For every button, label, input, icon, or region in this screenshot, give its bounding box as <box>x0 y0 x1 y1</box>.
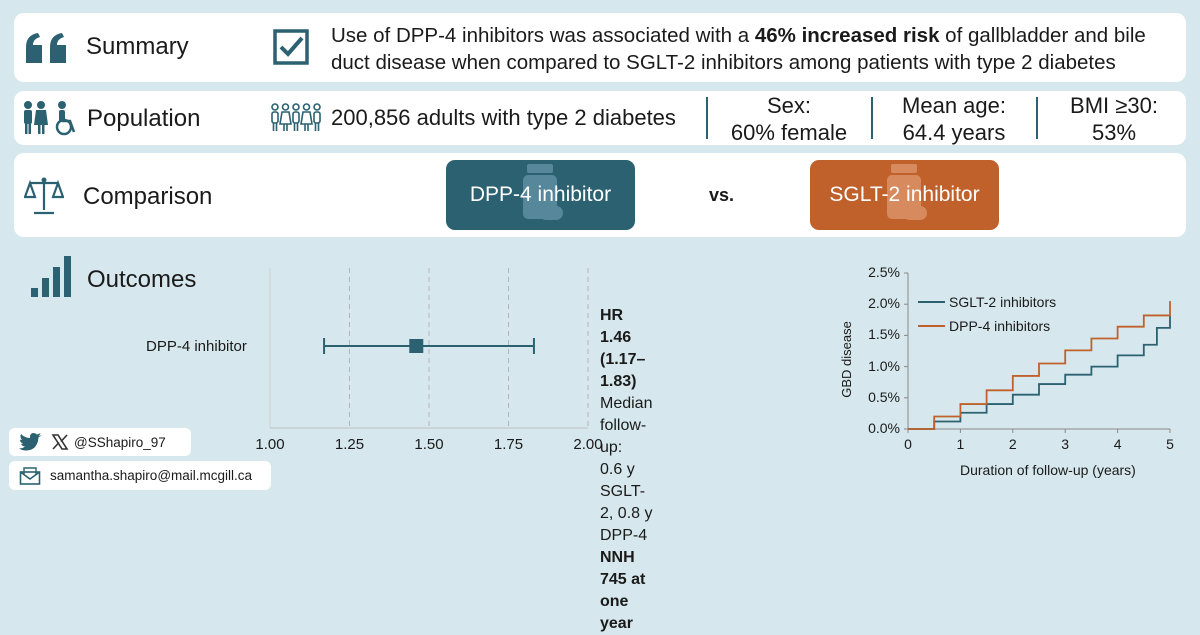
summary-text: Use of DPP-4 inhibitors was associated w… <box>331 22 1161 76</box>
inc-x-tick: 1 <box>956 436 965 452</box>
y-axis-title: GBD disease <box>838 321 854 398</box>
social-handle[interactable]: @SShapiro_97 <box>9 428 191 456</box>
population-panel: Population 200,856 adults with type 2 di… <box>14 91 1186 145</box>
nnh-text: NNH 745 at one year <box>600 549 646 632</box>
x-axis-title: Duration of follow-up (years) <box>960 462 1136 478</box>
stat-age-value: 64.4 years <box>902 120 1006 145</box>
forest-x-tick: 1.25 <box>334 436 365 453</box>
summary-text-after: of gallbladder and bile duct disease whe… <box>331 24 1146 74</box>
follow-label: Median follow-up: <box>600 395 653 456</box>
forest-point-estimate <box>409 339 424 353</box>
people-group-icon <box>270 103 322 133</box>
summary-panel: Summary Use of DPP-4 inhibitors was asso… <box>14 13 1186 82</box>
mail-icon <box>19 466 41 486</box>
stat-bmi-value: 53% <box>1091 120 1137 145</box>
forest-x-tick: 2.00 <box>573 436 603 453</box>
inc-y-tick: 1.0% <box>868 357 900 374</box>
inc-y-tick: 2.5% <box>868 264 900 280</box>
drug-a-box: DPP-4 inhibitor <box>446 160 635 230</box>
inc-x-tick: 2 <box>1008 436 1017 452</box>
drug-b-box: SGLT-2 inhibitor <box>810 160 999 230</box>
inc-y-tick: 0.0% <box>868 420 900 436</box>
hr-text: HR 1.46 (1.17–1.83) <box>600 307 646 390</box>
inc-y-tick: 1.5% <box>868 326 900 343</box>
inc-x-tick: 5 <box>1166 436 1174 452</box>
summary-label: Summary <box>86 33 189 60</box>
forest-plot-svg <box>269 268 589 429</box>
forest-row-label: DPP-4 inhibitor <box>146 338 247 355</box>
stat-age: Mean age: 64.4 years <box>879 92 1029 146</box>
divider <box>706 97 708 139</box>
summary-text-bold: 46% increased risk <box>754 24 940 47</box>
inc-x-tick: 3 <box>1061 436 1070 452</box>
inc-y-tick: 2.0% <box>868 295 900 312</box>
population-count: 200,856 adults with type 2 diabetes <box>331 105 676 130</box>
email-text: samantha.shapiro@mail.mcgill.ca <box>50 468 253 483</box>
checkbox-icon <box>272 28 310 66</box>
forest-x-tick: 1.00 <box>255 436 285 453</box>
twitter-bird-icon <box>19 432 43 452</box>
stat-bmi-label: BMI ≥30: <box>1070 93 1158 118</box>
divider <box>1036 97 1038 139</box>
comparison-label: Comparison <box>83 183 213 210</box>
stat-sex-value: 60% female <box>730 120 848 145</box>
email-contact[interactable]: samantha.shapiro@mail.mcgill.ca <box>9 461 271 490</box>
stat-sex: Sex: 60% female <box>714 92 864 146</box>
divider <box>871 97 873 139</box>
drug-b-label: SGLT-2 inhibitor <box>829 183 980 206</box>
legend-label: SGLT-2 inhibitors <box>949 294 1056 310</box>
legend-label: DPP-4 inhibitors <box>949 318 1050 334</box>
drug-a-label: DPP-4 inhibitor <box>469 183 612 206</box>
forest-x-tick: 1.75 <box>493 436 524 453</box>
population-label: Population <box>87 105 201 132</box>
summary-text-before: Use of DPP-4 inhibitors was associated w… <box>331 24 755 47</box>
x-logo-icon <box>51 433 69 451</box>
series-line-dpp4 <box>908 301 1171 430</box>
stat-sex-label: Sex: <box>766 93 812 118</box>
incidence-chart-svg: SGLT-2 inhibitors DPP-4 inhibitors <box>904 272 1171 433</box>
inc-x-tick: 0 <box>904 436 912 452</box>
pill-bottle-icon <box>517 162 565 228</box>
quote-icon <box>24 31 70 65</box>
outcomes-label: Outcomes <box>87 266 197 293</box>
bar-chart-icon <box>30 254 74 298</box>
pill-bottle-icon <box>881 162 929 228</box>
handle-text: @SShapiro_97 <box>74 434 166 450</box>
stat-age-label: Mean age: <box>902 93 1006 118</box>
stat-bmi: BMI ≥30: 53% <box>1044 92 1184 146</box>
scale-icon <box>24 175 64 215</box>
comparison-panel: Comparison DPP-4 inhibitor vs. <box>14 153 1186 237</box>
inc-x-tick: 4 <box>1113 436 1122 452</box>
vs-label: vs. <box>709 185 735 205</box>
inc-y-tick: 0.5% <box>868 388 900 405</box>
family-icon <box>22 100 78 136</box>
forest-x-tick: 1.50 <box>414 436 444 453</box>
